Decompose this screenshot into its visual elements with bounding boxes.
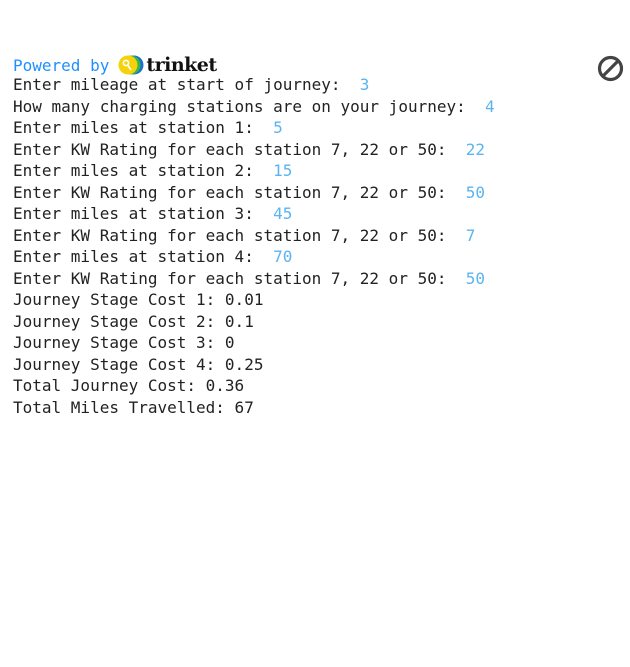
console-line: Enter miles at station 2: 15 (13, 160, 495, 182)
console-prompt: How many charging stations are on your j… (13, 96, 486, 116)
trinket-brand: trinket (146, 54, 217, 76)
trinket-logo-icon (118, 55, 144, 75)
console-line: Enter miles at station 4: 70 (13, 246, 495, 268)
console-line: Enter mileage at start of journey: 3 (13, 74, 495, 96)
console-line: Total Miles Travelled: 67 (13, 397, 495, 419)
console-prompt: Enter miles at station 1: (13, 118, 274, 137)
console-user-input: 70 (273, 247, 293, 266)
console-prompt: Enter miles at station 2: (13, 161, 274, 180)
console-prompt: Enter KW Rating for each station 7, 22 o… (13, 139, 466, 159)
console-line: Journey Stage Cost 2: 0.1 (13, 311, 495, 333)
console-prompt: Journey Stage Cost 1: 0.01 (13, 290, 264, 309)
console-prompt: Journey Stage Cost 2: 0.1 (13, 311, 254, 331)
console-line: Enter KW Rating for each station 7, 22 o… (13, 139, 495, 161)
console-user-input: 7 (465, 225, 476, 245)
console-line: Enter KW Rating for each station 7, 22 o… (13, 225, 495, 247)
console-prompt: Enter mileage at start of journey: (13, 75, 360, 94)
powered-by-label: Powered by (13, 55, 110, 75)
console-line: Enter miles at station 1: 5 (13, 117, 495, 139)
console-line: Journey Stage Cost 3: 0 (13, 332, 495, 354)
console-user-input: 50 (465, 268, 486, 288)
trinket-logo: trinket (118, 54, 217, 76)
console-prompt: Enter KW Rating for each station 7, 22 o… (13, 268, 466, 288)
console-user-input: 45 (273, 204, 293, 223)
console-line: Enter miles at station 3: 45 (13, 203, 495, 225)
console-user-input: 3 (359, 75, 370, 94)
console-prompt: Enter miles at station 4: (13, 247, 274, 266)
console-line: Journey Stage Cost 4: 0.25 (13, 354, 495, 376)
console-line: Enter KW Rating for each station 7, 22 o… (13, 182, 495, 204)
console-user-input: 15 (273, 161, 293, 180)
powered-by-trinket[interactable]: Powered by trinket (13, 53, 217, 77)
console-line: How many charging stations are on your j… (13, 96, 495, 118)
console-user-input: 22 (465, 139, 486, 159)
console-user-input: 50 (465, 182, 486, 202)
stop-icon[interactable] (597, 55, 624, 82)
console-prompt: Enter KW Rating for each station 7, 22 o… (13, 225, 466, 245)
console-user-input: 5 (273, 118, 283, 137)
console-prompt: Journey Stage Cost 3: 0 (13, 333, 235, 352)
console-prompt: Enter KW Rating for each station 7, 22 o… (13, 182, 466, 202)
console-prompt: Enter miles at station 3: (13, 204, 274, 223)
console-line: Journey Stage Cost 1: 0.01 (13, 289, 495, 311)
console-prompt: Total Miles Travelled: 67 (13, 397, 254, 417)
console-line: Total Journey Cost: 0.36 (13, 375, 495, 397)
console-output: Enter mileage at start of journey: 3 How … (13, 74, 495, 418)
console-prompt: Journey Stage Cost 4: 0.25 (13, 354, 264, 374)
console-user-input: 4 (485, 96, 495, 116)
console-line: Enter KW Rating for each station 7, 22 o… (13, 268, 495, 290)
console-prompt: Total Journey Cost: 0.36 (13, 376, 245, 395)
